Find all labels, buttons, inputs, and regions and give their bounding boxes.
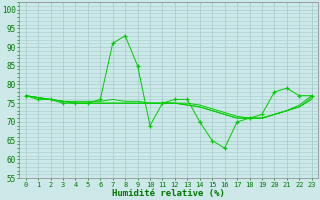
X-axis label: Humidité relative (%): Humidité relative (%) — [112, 189, 225, 198]
